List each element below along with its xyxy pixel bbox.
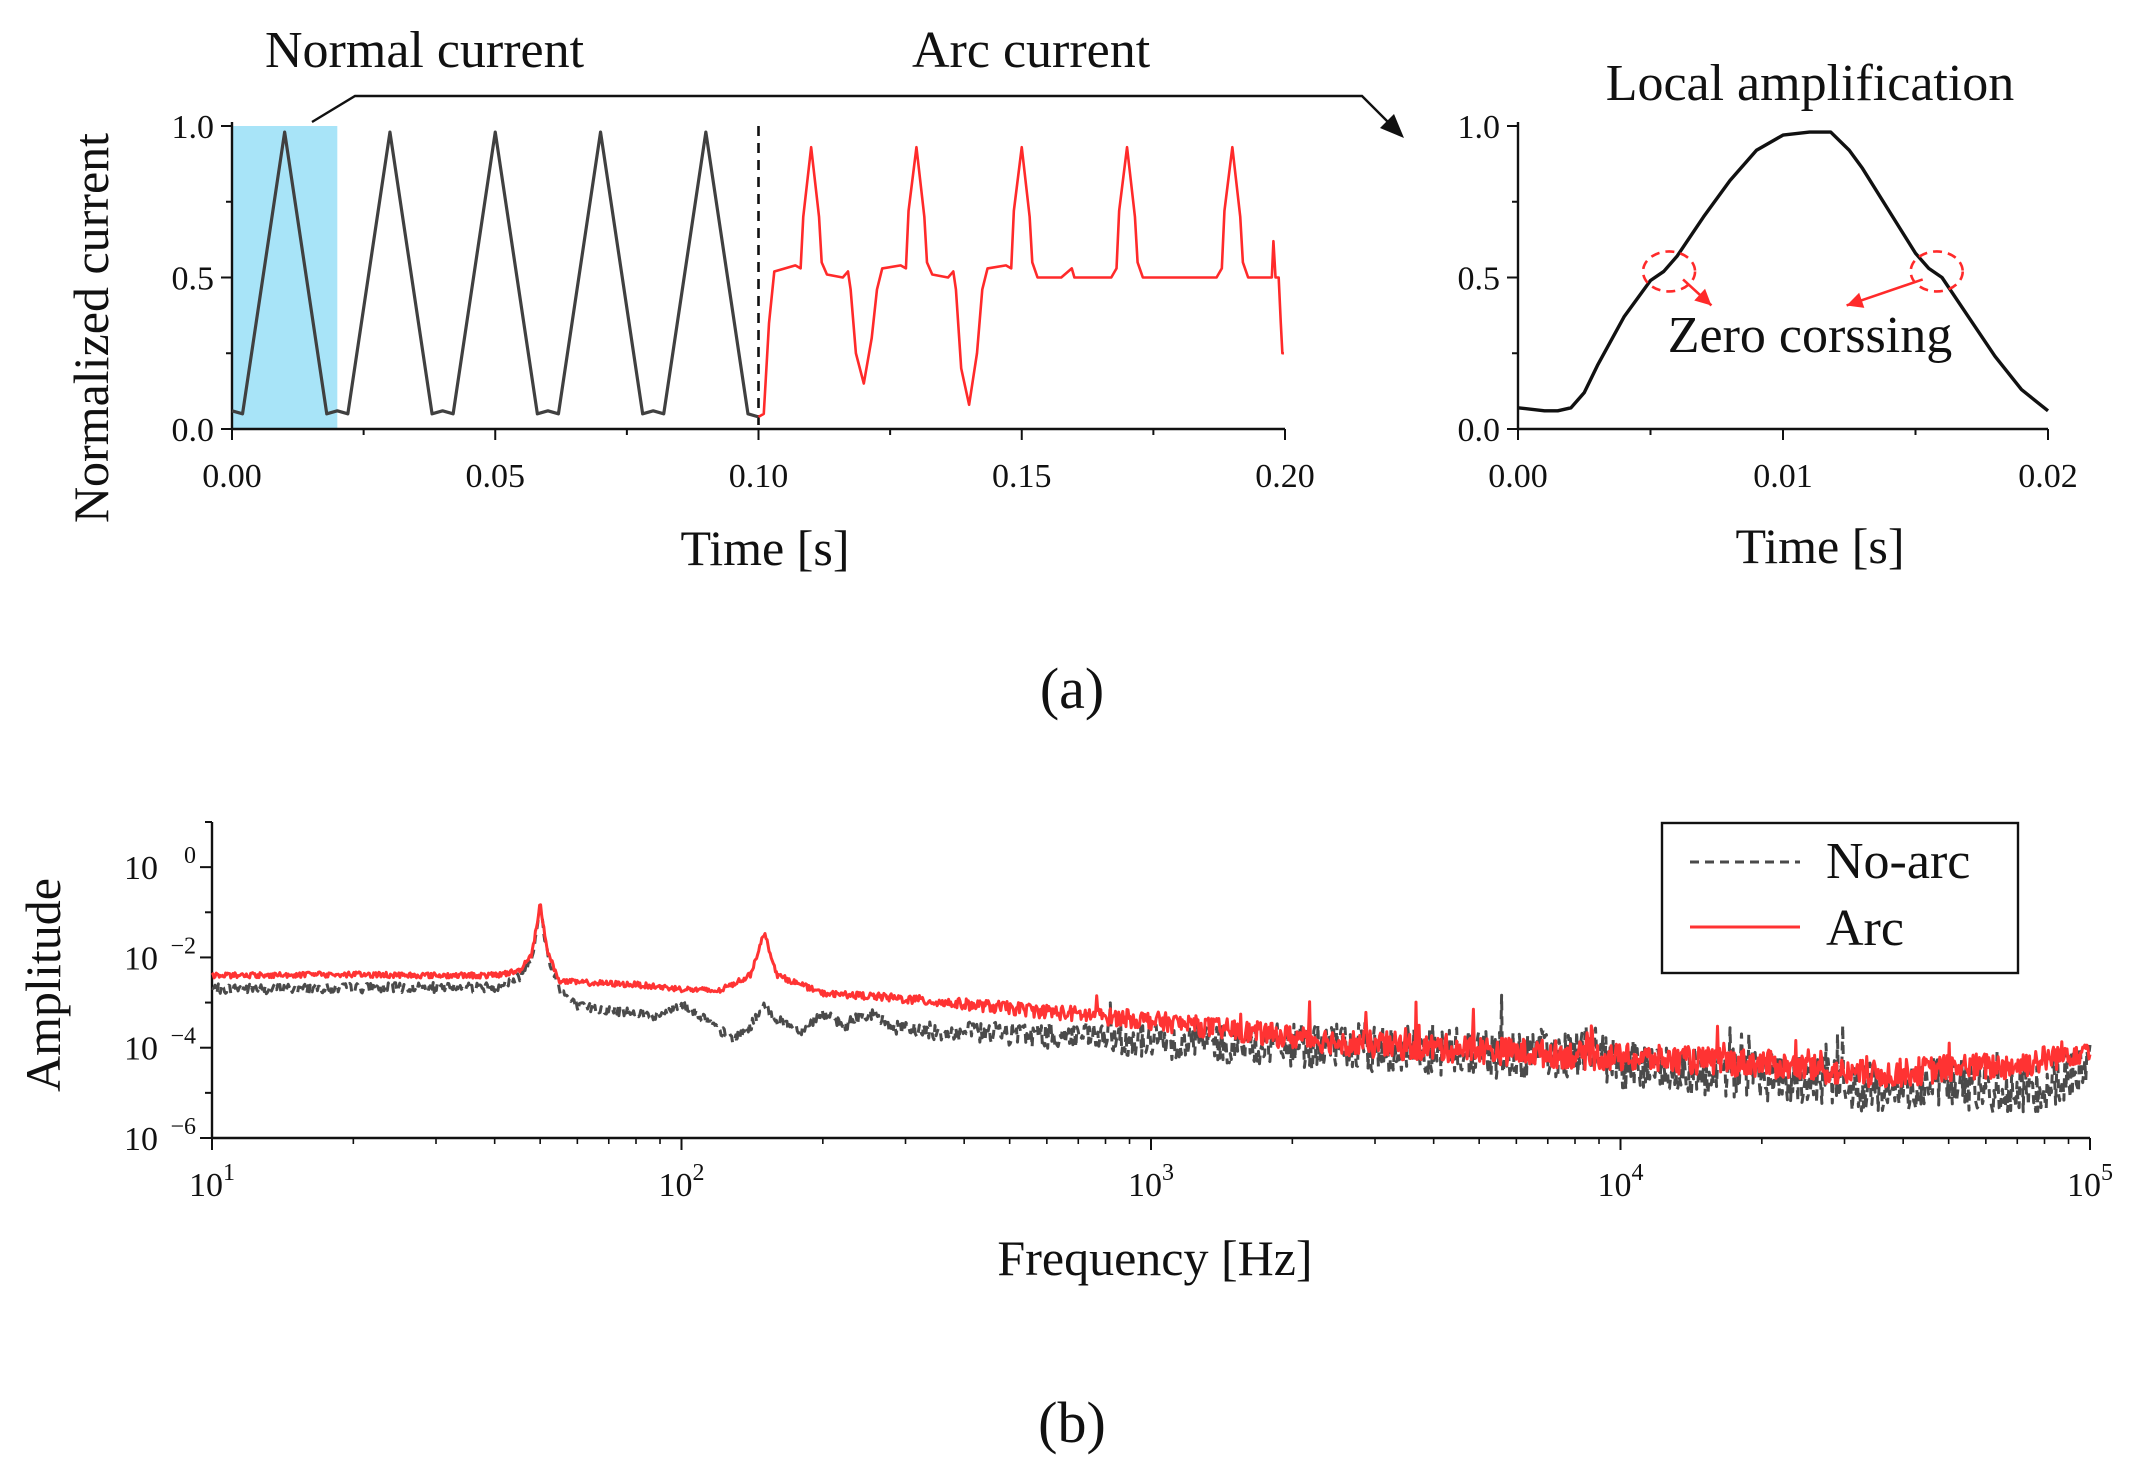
tick-base: 10 [124,850,158,887]
series-arc-fft [210,903,2092,1089]
panel-a-label: (a) [1040,656,1104,721]
arc-current-label: Arc current [912,22,1151,79]
y-tick-label: 10 −6 [124,1114,196,1158]
tick-base: 10 [124,1121,158,1158]
tick-base: 10 [124,940,158,977]
y-tick-label: 10 −4 [124,1024,196,1068]
y-tick-label: 10 0 [124,843,196,887]
x-tick-label: 0.15 [992,458,1052,495]
zero-crossing-label: Zero corssing [1668,307,1952,364]
panel-a-left-ylabel: Normalized current [63,133,119,523]
panel-b-xlabel: Frequency [Hz] [997,1230,1312,1286]
tick-base: 10 [189,1167,223,1204]
panel-a-right-ticks: 0.00 0.01 0.02 0.0 0.5 1.0 [1458,109,2078,495]
local-amplification-title: Local amplification [1606,55,2015,112]
legend-arc-label: Arc [1826,900,1904,957]
zero-crossing-marker [1909,250,1964,293]
y-tick-label: 1.0 [1458,109,1501,146]
normal-current-label: Normal current [265,22,585,79]
series-zoomed-current [1517,130,2050,413]
tick-exponent: −2 [170,933,196,959]
tick-base: 10 [124,1031,158,1068]
y-tick-label: 1.0 [172,109,215,146]
legend-frame [1660,821,2020,975]
arrowhead-icon [1694,288,1712,306]
y-tick-label: 0.5 [1458,261,1501,298]
x-tick-label: 0.05 [466,458,526,495]
x-tick-label: 104 [1598,1160,1644,1204]
x-tick-label: 103 [1128,1160,1174,1204]
panel-b-label: (b) [1038,1390,1106,1455]
panel-b-ylabel: Amplitude [15,878,71,1092]
legend: No-arc Arc [1660,821,2020,975]
tick-exponent: 1 [223,1160,235,1186]
x-tick-label: 105 [2067,1160,2113,1204]
arrowhead-icon [1846,292,1865,308]
y-tick-label: 0.0 [1458,412,1501,449]
panel-a-left-ticks: 0.00 0.05 0.10 0.15 0.20 0.0 0.5 1.0 [172,109,1315,495]
tick-exponent: 5 [2101,1160,2113,1186]
tick-base: 10 [2067,1167,2101,1204]
zoom-arrowhead-icon [1380,114,1404,138]
panel-a-right: 0.00 0.01 0.02 0.0 0.5 1.0 Local amplificatio… [1458,55,2078,574]
panel-a-right-axes [1516,122,2048,431]
y-tick-label: 0.0 [172,412,215,449]
x-tick-label: 101 [189,1160,235,1204]
tick-exponent: −6 [170,1114,196,1140]
zero-crossing-marker [1641,250,1697,293]
x-tick-label: 0.01 [1753,458,1813,495]
tick-exponent: 0 [184,843,196,869]
zoom-connector-line [311,94,1397,131]
tick-exponent: 4 [1632,1160,1644,1186]
y-tick-label: 10 −2 [124,933,196,977]
x-tick-label: 0.20 [1255,458,1315,495]
x-tick-label: 102 [659,1160,705,1204]
highlight-region [232,126,338,429]
x-tick-label: 0.02 [2018,458,2078,495]
tick-base: 10 [659,1167,693,1204]
tick-base: 10 [1598,1167,1632,1204]
x-tick-label: 0.00 [202,458,262,495]
panel-a-left: 0.00 0.05 0.10 0.15 0.20 0.0 0.5 1.0 Normal cur… [63,22,1404,576]
tick-base: 10 [1128,1167,1162,1204]
x-tick-label: 0.00 [1488,458,1548,495]
legend-no-arc-label: No-arc [1826,833,1970,890]
panel-a-right-xlabel: Time [s] [1735,518,1904,574]
y-tick-label: 0.5 [172,261,215,298]
zero-crossing-arrows [1682,278,1924,308]
series-arc-current [757,145,1284,419]
tick-exponent: 2 [693,1160,705,1186]
x-tick-label: 0.10 [729,458,789,495]
series-normal-current [231,130,759,419]
series-no-arc-fft [211,907,2092,1115]
panel-a-left-xlabel: Time [s] [680,520,849,576]
tick-exponent: −4 [170,1024,196,1050]
tick-exponent: 3 [1162,1160,1174,1186]
